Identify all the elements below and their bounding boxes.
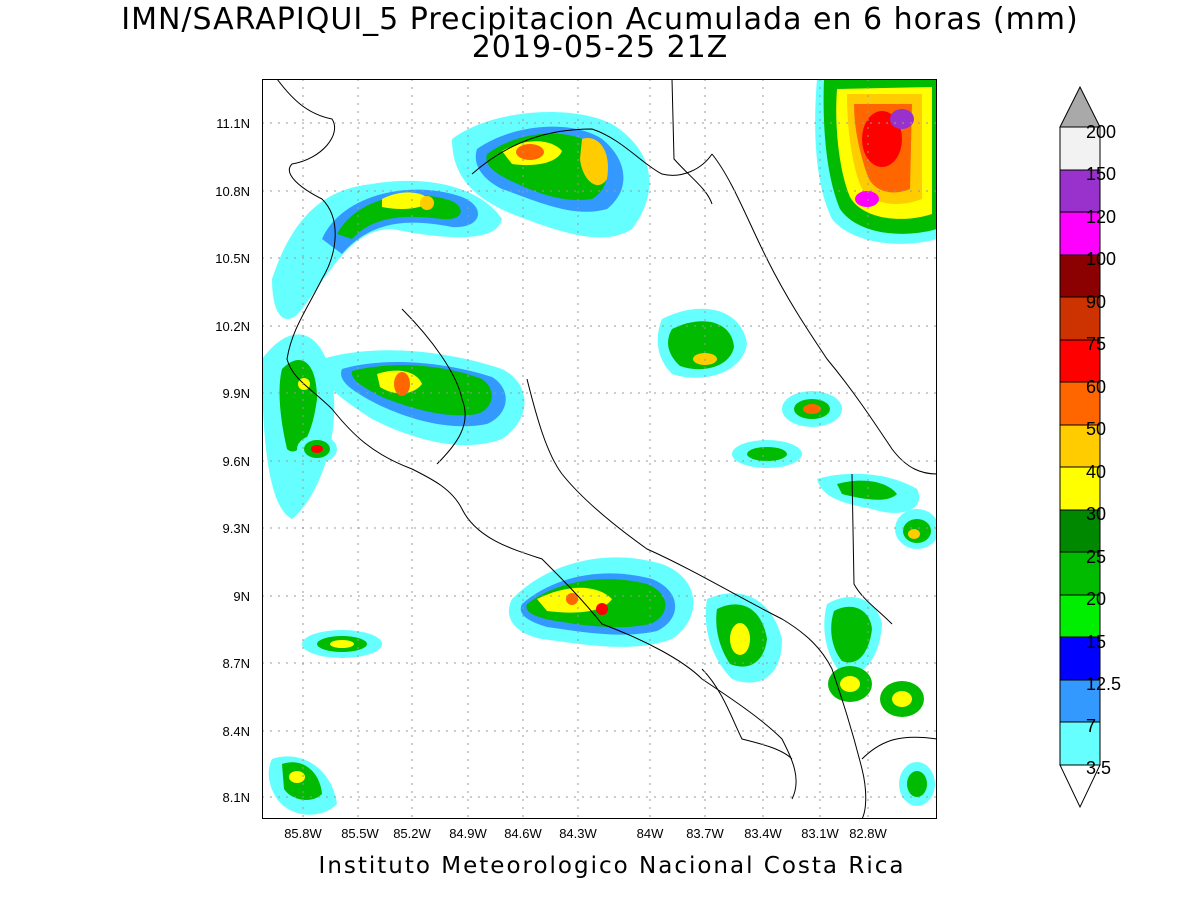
colorbar-swatch: [1059, 721, 1101, 766]
colorbar-swatch: [1059, 296, 1101, 341]
colorbar-swatch: [1059, 169, 1101, 213]
colorbar-swatch: [1059, 339, 1101, 383]
map-title: IMN/SARAPIQUI_5 Precipitacion Acumulada …: [121, 2, 1079, 37]
x-tick-label: 85.5W: [341, 826, 379, 841]
y-tick-label: 9.6N: [222, 454, 250, 469]
colorbar-label: 25: [1086, 547, 1107, 567]
colorbar-top-arrow: [1059, 85, 1101, 128]
x-tick-label: 84W: [636, 826, 664, 841]
colorbar-label: 3.5: [1086, 758, 1112, 778]
colorbar-label: 150: [1086, 164, 1117, 184]
map-subtitle-datetime: 2019-05-25 21Z: [471, 30, 729, 65]
colorbar-label: 50: [1086, 419, 1107, 439]
colorbar-bottom-arrow: [1059, 764, 1101, 809]
x-tick-label: 83.4W: [744, 826, 782, 841]
colorbar-label: 30: [1086, 504, 1107, 524]
x-tick-label: 84.9W: [449, 826, 487, 841]
y-tick-label: 10.5N: [215, 251, 250, 266]
x-tick-label: 85.8W: [284, 826, 322, 841]
x-tick-label: 82.8W: [849, 826, 887, 841]
x-tick-label: 83.1W: [801, 826, 839, 841]
precipitation-field: [262, 79, 937, 815]
colorbar-label: 60: [1086, 377, 1107, 397]
colorbar-label: 15: [1086, 632, 1107, 652]
colorbar-label: 200: [1086, 122, 1117, 142]
y-tick-label: 10.8N: [215, 184, 250, 199]
y-tick-label: 8.1N: [222, 790, 250, 805]
y-tick-label: 9N: [233, 589, 250, 604]
y-tick-label: 11.1N: [216, 116, 250, 131]
map-frame: [262, 79, 937, 819]
colorbar-label: 7: [1086, 716, 1097, 736]
colorbar-swatch: [1059, 424, 1101, 468]
colorbar-label: 75: [1086, 334, 1107, 354]
colorbar-label: 90: [1086, 292, 1107, 312]
lat-lon-grid: [262, 79, 937, 819]
colorbar: [1059, 85, 1101, 809]
x-tick-label: 84.3W: [559, 826, 597, 841]
y-tick-label: 9.9N: [222, 386, 250, 401]
y-tick-label: 10.2N: [215, 319, 250, 334]
coastline: [276, 79, 937, 819]
x-tick-label: 83.7W: [686, 826, 724, 841]
colorbar-swatch: [1059, 211, 1101, 256]
colorbar-swatch: [1059, 126, 1101, 171]
y-tick-label: 9.3N: [222, 521, 250, 536]
x-tick-label: 84.6W: [504, 826, 542, 841]
colorbar-label: 12.5: [1086, 674, 1122, 694]
footer-credit: Instituto Meteorologico Nacional Costa R…: [318, 853, 906, 879]
y-tick-label: 8.4N: [222, 724, 250, 739]
colorbar-label: 20: [1086, 589, 1107, 609]
y-tick-label: 8.7N: [222, 656, 250, 671]
colorbar-label: 100: [1086, 249, 1117, 269]
colorbar-swatch: [1059, 254, 1101, 298]
colorbar-label: 120: [1086, 207, 1117, 227]
x-tick-label: 85.2W: [393, 826, 431, 841]
colorbar-label: 40: [1086, 462, 1107, 482]
precipitation-map: [262, 79, 937, 819]
